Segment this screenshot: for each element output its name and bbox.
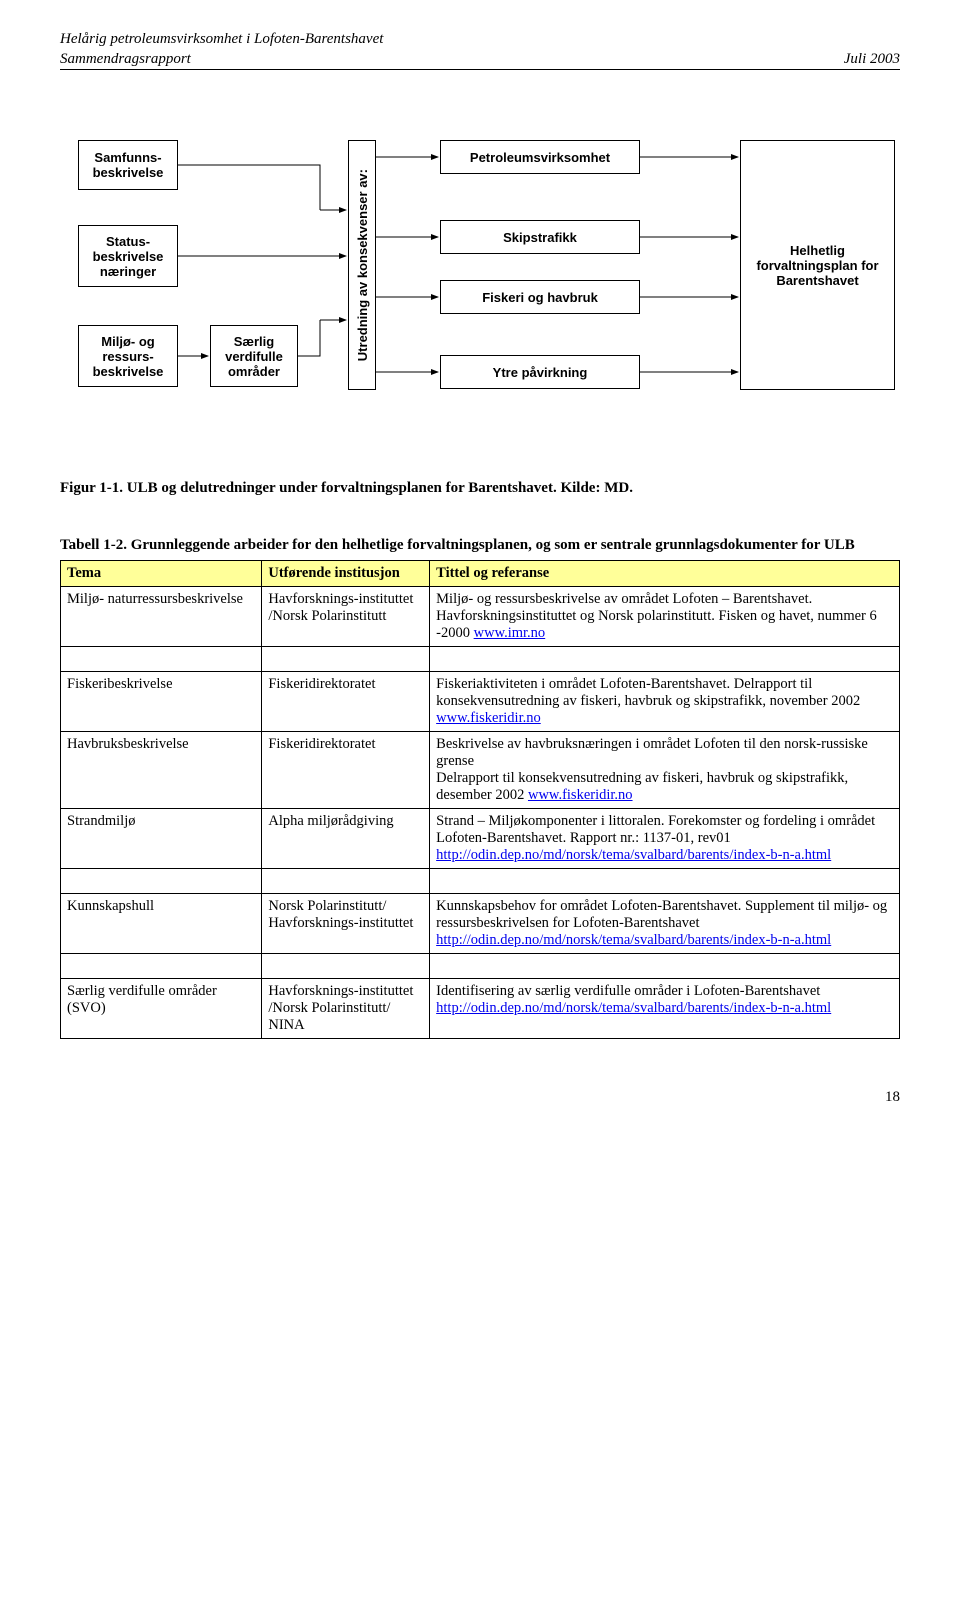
page-number: 18 [60,1089,900,1106]
cell-tema: Miljø- naturressursbeskrivelse [61,587,262,647]
cell-ref: Beskrivelse av havbruksnæringen i område… [430,732,900,809]
box-fiskeri: Fiskeri og havbruk [440,280,640,314]
ref-text: Identifisering av særlig verdifulle områ… [436,983,820,999]
box-miljo: Miljø- og ressurs- beskrivelse [78,325,178,387]
cell-inst: Alpha miljørådgiving [262,809,430,869]
box-samfunns: Samfunns- beskrivelse [78,140,178,190]
cell-tema: Særlig verdifulle områder (SVO) [61,979,262,1039]
cell-tema: Kunnskapshull [61,894,262,954]
table-row: Miljø- naturressursbeskrivelse Havforskn… [61,587,900,647]
ref-link[interactable]: www.fiskeridir.no [528,787,633,803]
header-title-2-left: Sammendragsrapport [60,50,191,70]
box-saerlig: Særlig verdifulle områder [210,325,298,387]
header-title-1: Helårig petroleumsvirksomhet i Lofoten-B… [60,30,383,50]
cell-ref: Kunnskapsbehov for området Lofoten-Baren… [430,894,900,954]
page-header: Helårig petroleumsvirksomhet i Lofoten-B… [60,30,900,70]
table-caption: Tabell 1-2. Grunnleggende arbeider for d… [60,537,900,554]
table-row: Strandmiljø Alpha miljørådgiving Strand … [61,809,900,869]
cell-inst: Havforsknings-instituttet /Norsk Polarin… [262,979,430,1039]
ref-text: Beskrivelse av havbruksnæringen i område… [436,736,868,803]
box-status: Status- beskrivelse næringer [78,225,178,287]
header-title-2-right: Juli 2003 [844,50,900,70]
box-skips-label: Skipstrafikk [503,230,577,245]
box-miljo-label: Miljø- og ressurs- beskrivelse [93,334,164,379]
table-header-row: Tema Utførende institusjon Tittel og ref… [61,561,900,587]
box-ytre-label: Ytre påvirkning [493,365,588,380]
box-fiskeri-label: Fiskeri og havbruk [482,290,598,305]
cell-inst: Norsk Polarinstitutt/ Havforsknings-inst… [262,894,430,954]
box-petro-label: Petroleumsvirksomhet [470,150,610,165]
table-row: Fiskeribeskrivelse Fiskeridirektoratet F… [61,672,900,732]
ref-link[interactable]: http://odin.dep.no/md/norsk/tema/svalbar… [436,1000,831,1016]
table-row: Kunnskapshull Norsk Polarinstitutt/ Havf… [61,894,900,954]
cell-inst: Fiskeridirektoratet [262,672,430,732]
data-table: Tema Utførende institusjon Tittel og ref… [60,560,900,1039]
table-row: Særlig verdifulle områder (SVO) Havforsk… [61,979,900,1039]
flow-diagram: Samfunns- beskrivelse Status- beskrivels… [60,130,900,440]
cell-tema: Strandmiljø [61,809,262,869]
col-inst-header: Utførende institusjon [262,561,430,587]
cell-tema: Fiskeribeskrivelse [61,672,262,732]
cell-ref: Miljø- og ressursbeskrivelse av området … [430,587,900,647]
vertical-label: Utredning av konsekvenser av: [355,169,370,361]
box-samfunns-label: Samfunns- beskrivelse [93,150,164,180]
box-petro: Petroleumsvirksomhet [440,140,640,174]
ref-link[interactable]: http://odin.dep.no/md/norsk/tema/svalbar… [436,847,831,863]
box-saerlig-label: Særlig verdifulle områder [225,334,283,379]
ref-link[interactable]: http://odin.dep.no/md/norsk/tema/svalbar… [436,932,831,948]
cell-ref: Fiskeriaktiviteten i området Lofoten-Bar… [430,672,900,732]
figure-caption: Figur 1-1. ULB og delutredninger under f… [60,480,900,497]
vertical-label-box: Utredning av konsekvenser av: [348,140,376,390]
table-row: Havbruksbeskrivelse Fiskeridirektoratet … [61,732,900,809]
box-status-label: Status- beskrivelse næringer [93,234,164,279]
box-helhetlig: Helhetlig forvaltningsplan for Barentsha… [740,140,895,390]
ref-link[interactable]: www.fiskeridir.no [436,710,541,726]
ref-text: Strand – Miljøkomponenter i littoralen. … [436,813,875,846]
cell-inst: Fiskeridirektoratet [262,732,430,809]
cell-ref: Strand – Miljøkomponenter i littoralen. … [430,809,900,869]
box-skips: Skipstrafikk [440,220,640,254]
cell-inst: Havforsknings-instituttet /Norsk Polarin… [262,587,430,647]
ref-text: Fiskeriaktiviteten i området Lofoten-Bar… [436,676,860,709]
cell-tema: Havbruksbeskrivelse [61,732,262,809]
cell-ref: Identifisering av særlig verdifulle områ… [430,979,900,1039]
col-ref-header: Tittel og referanse [430,561,900,587]
box-helhetlig-label: Helhetlig forvaltningsplan for Barentsha… [756,243,878,288]
col-tema-header: Tema [61,561,262,587]
box-ytre: Ytre påvirkning [440,355,640,389]
ref-text: Kunnskapsbehov for området Lofoten-Baren… [436,898,887,931]
ref-link[interactable]: www.imr.no [474,625,546,641]
